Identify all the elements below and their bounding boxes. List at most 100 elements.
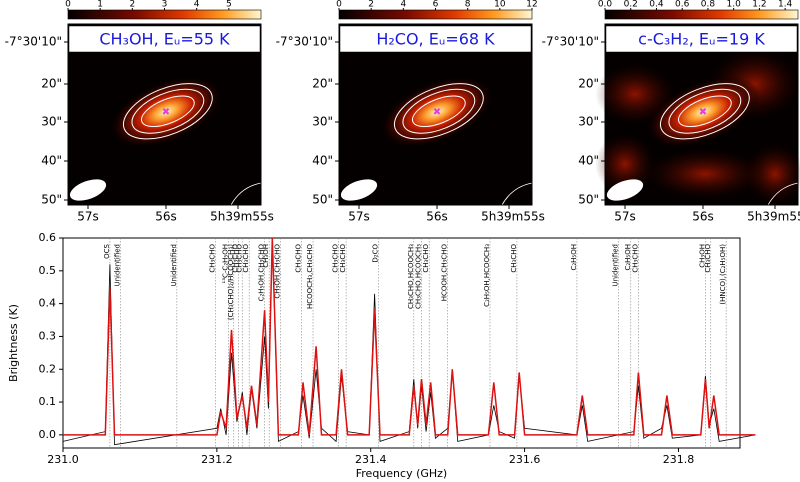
y-axis-label: Brightness (K) [7, 304, 20, 382]
y-tick-label: -7°30'10" [542, 35, 599, 49]
colorbar-tick-label: 0.6 [675, 0, 690, 10]
line-label: CH₃CHO,HCOOCH₃ [415, 244, 423, 309]
line-label: CH₃CHO [294, 244, 302, 273]
colorbar-tick-label: 1.4 [778, 0, 793, 10]
beam [606, 179, 644, 201]
colorbar-tick-label: 0.8 [701, 0, 716, 10]
line-label: CH₃CHO,HCOOCH₃ [407, 244, 415, 309]
line-label: Unidentified [611, 244, 619, 287]
colorbar [604, 9, 799, 20]
map-emission [109, 76, 223, 148]
y-tick-label: 20" [312, 77, 333, 91]
x-tick-label: 5h39m55s [210, 210, 274, 224]
y-tick-label: 0.6 [39, 231, 57, 244]
colorbar-tick-label: 4 [400, 0, 406, 10]
colorbar [67, 9, 262, 20]
y-tick-label: 50" [312, 193, 333, 207]
line-label: HCOOCH₃,CH₃CHO [306, 244, 314, 309]
colorbar-tick-label: 1.0 [727, 0, 742, 10]
y-tick-label: 0.1 [39, 395, 57, 408]
y-tick-label: 50" [578, 193, 599, 207]
colorbar-tick-label: 1 [97, 0, 103, 10]
x-tick-label: 231.2 [201, 453, 233, 466]
line-label: CH₃CHO [235, 244, 243, 273]
source-marker: ✖ [699, 107, 707, 118]
spectrum-line [63, 237, 756, 436]
source-marker: ✖ [433, 107, 441, 118]
y-tick-label: 0.5 [39, 264, 57, 277]
y-tick-label: 30" [312, 115, 333, 129]
colorbar-tick-label: 3 [162, 0, 168, 10]
contour [141, 95, 195, 128]
panel-title: H₂CO, Eᵤ=68 K [376, 30, 495, 49]
colorbar-tick-label: 8 [465, 0, 471, 10]
x-tick-label: 231.0 [47, 453, 79, 466]
line-label: CH₃CHO [331, 244, 339, 273]
colorbar [338, 9, 533, 20]
line-label: CH₃OH [262, 244, 270, 268]
colorbar-tick-label: 0 [65, 0, 71, 10]
contour [393, 83, 484, 140]
line-label: ¹³C-C₂H₅OH [221, 244, 229, 284]
x-tick-label: 231.4 [355, 453, 387, 466]
x-tick-label: 57s [348, 210, 370, 224]
y-tick-label: 40" [41, 154, 62, 168]
y-tick-label: 0.2 [39, 362, 57, 375]
y-tick-label: 30" [41, 115, 62, 129]
line-label: CH₃CHO [631, 244, 639, 273]
beam [69, 179, 107, 201]
contour [412, 95, 466, 128]
line-label: CH₃OH [698, 244, 706, 268]
contour [767, 182, 799, 206]
colorbar-tick-label: 6 [433, 0, 439, 10]
contour [402, 88, 476, 134]
panel-title: CH₃OH, Eᵤ=55 K [99, 30, 230, 49]
line-label: C₂H₅OH,CH₃CHO [258, 244, 266, 302]
line-label: HCOOH,CH₃CHO [441, 244, 449, 302]
map-emission [595, 134, 655, 194]
y-tick-label: 20" [578, 77, 599, 91]
colorbar-tick-label: 4 [194, 0, 200, 10]
y-tick-label: 0.3 [39, 329, 57, 342]
contour [668, 88, 742, 134]
line-label: OCS [103, 243, 111, 258]
line-label: C₂H₅OH [570, 244, 578, 271]
y-tick-label: 20" [41, 77, 62, 91]
map-emission [646, 76, 760, 148]
y-tick-label: 40" [312, 154, 333, 168]
x-tick-label: 5h39m55s [747, 210, 800, 224]
line-label: Unidentified [170, 244, 178, 287]
x-tick-label: 56s [155, 210, 177, 224]
x-tick-label: 56s [692, 210, 714, 224]
colorbar-tick-label: 0 [336, 0, 342, 10]
line-label: CH₃CHO [208, 244, 216, 273]
map-emission [645, 149, 765, 199]
y-tick-label: -7°30'10" [5, 35, 62, 49]
contour [122, 83, 213, 140]
x-tick-label: 57s [614, 210, 636, 224]
title-box [605, 25, 798, 53]
colorbar-tick-label: 10 [494, 0, 506, 10]
line-label: CH₃CHO [339, 244, 347, 273]
colorbar-tick-label: 2 [368, 0, 374, 10]
x-tick-label: 56s [426, 210, 448, 224]
map: ✖ [68, 24, 262, 206]
y-tick-label: -7°30'10" [276, 35, 333, 49]
colorbar-tick-label: 1.2 [752, 0, 766, 10]
line-label: (CH₃CHO)₂/HCOOCH₃) [227, 244, 235, 320]
colorbar-tick-label: 0.0 [598, 0, 613, 10]
beam [340, 179, 378, 201]
map-emission [595, 64, 675, 124]
line-label: CH₃CHO [510, 244, 518, 273]
line-label: CH₃CHO [231, 244, 239, 273]
contour [678, 95, 732, 128]
map-frame [604, 23, 799, 206]
line-label: CH₃CHO [704, 244, 712, 273]
line-label: C₂H₅OH,HCOOCH₃ [483, 244, 491, 307]
map-emission [745, 144, 800, 204]
map: ✖ [339, 24, 533, 206]
line-label: Unidentified [114, 244, 122, 287]
line-label: C₂H₅OH [624, 244, 632, 271]
line-label: (HNCO),(C₂H₅OH) [719, 244, 727, 305]
colorbar-tick-label: 0.2 [624, 0, 638, 10]
